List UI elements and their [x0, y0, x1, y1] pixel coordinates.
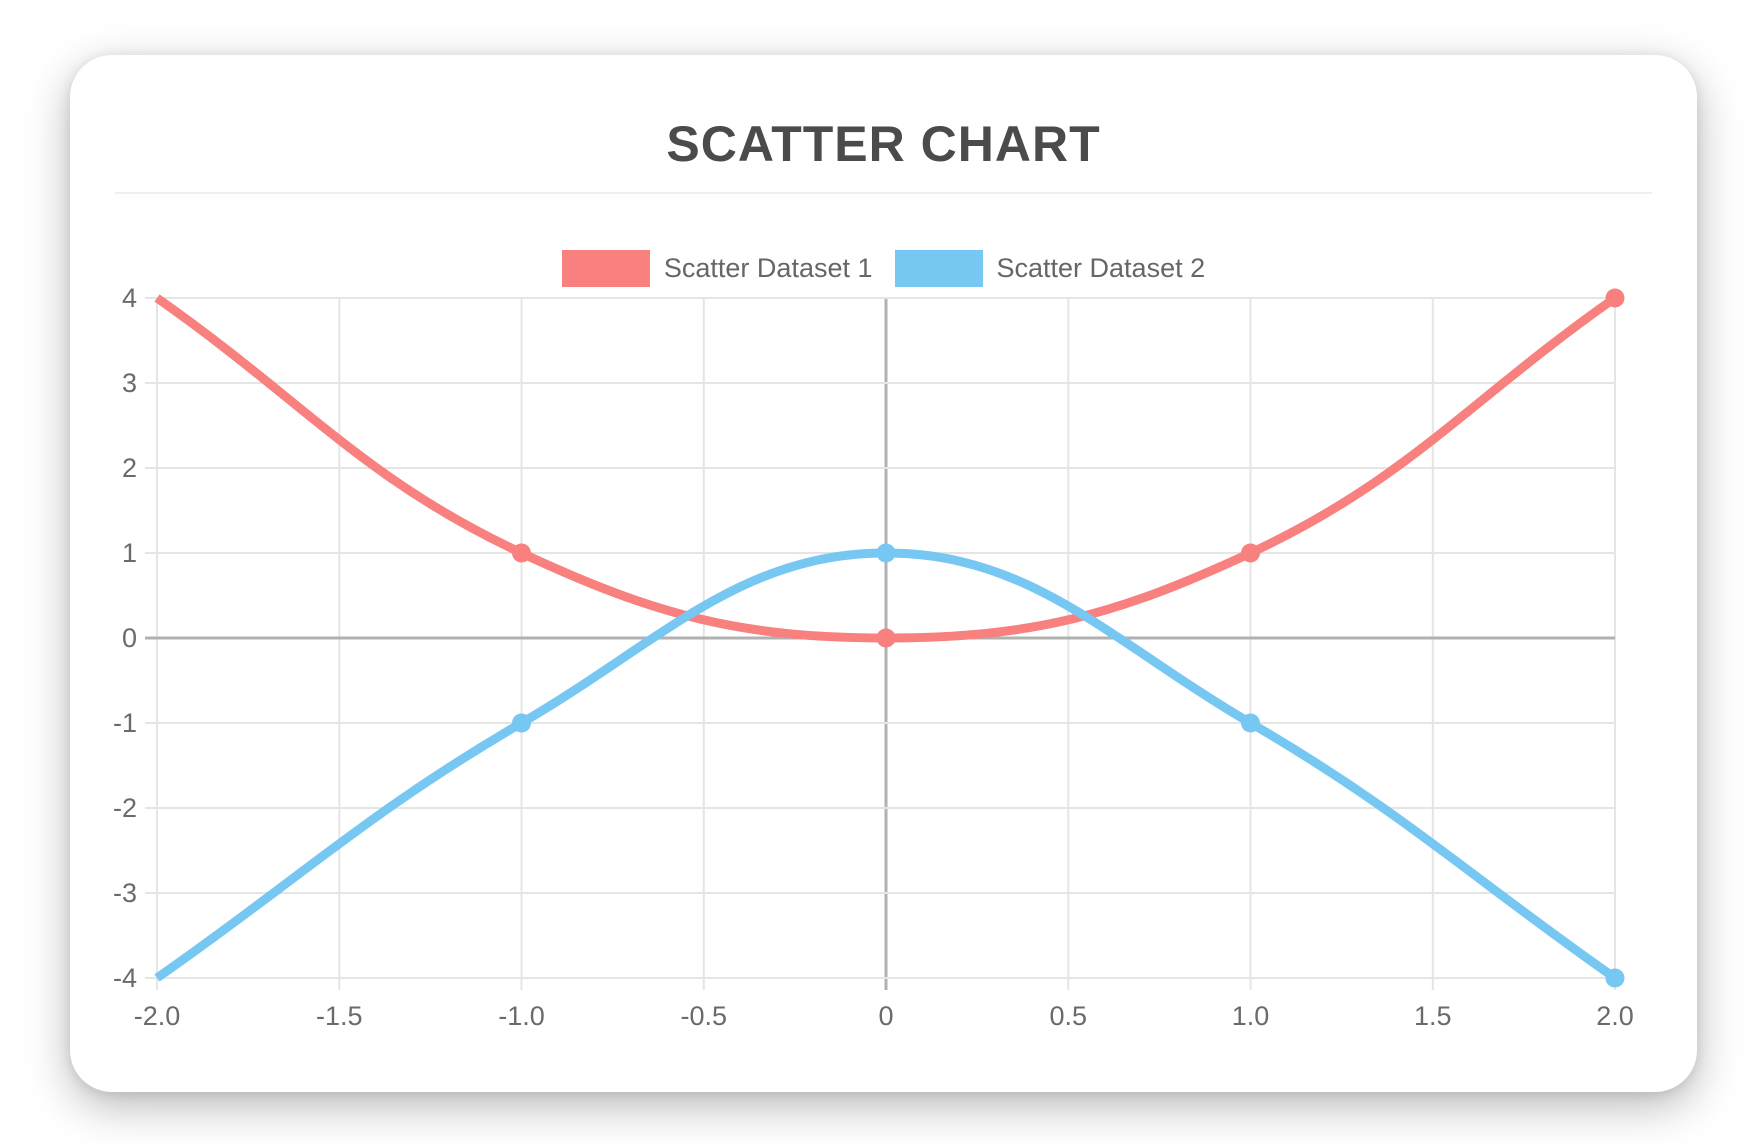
x-tick-label: -1.0: [498, 1001, 545, 1031]
legend-label-dataset-1: Scatter Dataset 1: [663, 253, 873, 283]
x-tick-label: 2.0: [1596, 1001, 1634, 1031]
data-point[interactable]: [512, 543, 531, 563]
y-tick-label: 4: [122, 283, 137, 313]
chart-legend: Scatter Dataset 1 Scatter Dataset 2: [70, 250, 1697, 287]
y-tick-label: -4: [113, 963, 137, 993]
x-tick-label: 0: [878, 1001, 893, 1031]
y-tick-label: -1: [113, 708, 137, 738]
y-tick-label: -2: [113, 793, 137, 823]
chart-title: SCATTER CHART: [666, 116, 1101, 172]
chart-card: SCATTER CHART Scatter Dataset 1 Scatter …: [70, 55, 1697, 1092]
legend-item-dataset-2[interactable]: Scatter Dataset 2: [894, 250, 1206, 287]
y-tick-label: -3: [113, 878, 137, 908]
y-tick-label: 0: [122, 623, 137, 653]
data-point[interactable]: [876, 543, 896, 563]
x-tick-label: -1.5: [316, 1001, 363, 1031]
x-tick-label: 1.5: [1414, 1001, 1452, 1031]
y-tick-label: 1: [122, 538, 137, 568]
legend-item-dataset-1[interactable]: Scatter Dataset 1: [561, 250, 873, 287]
legend-label-dataset-2: Scatter Dataset 2: [996, 253, 1206, 283]
y-tick-label: 2: [122, 453, 137, 483]
data-point[interactable]: [1605, 288, 1625, 308]
legend-swatch-dataset-2: [894, 250, 983, 287]
x-tick-label: -0.5: [681, 1001, 728, 1031]
data-point[interactable]: [876, 628, 896, 648]
x-tick-label: 0.5: [1050, 1001, 1088, 1031]
data-point[interactable]: [512, 713, 531, 733]
legend-swatch-dataset-1: [561, 250, 650, 287]
data-point[interactable]: [1241, 543, 1260, 563]
title-divider: [115, 192, 1652, 194]
data-point[interactable]: [1605, 968, 1625, 988]
x-tick-label: -2.0: [134, 1001, 181, 1031]
x-tick-label: 1.0: [1232, 1001, 1270, 1031]
data-point[interactable]: [1241, 713, 1260, 733]
y-tick-label: 3: [122, 368, 137, 398]
